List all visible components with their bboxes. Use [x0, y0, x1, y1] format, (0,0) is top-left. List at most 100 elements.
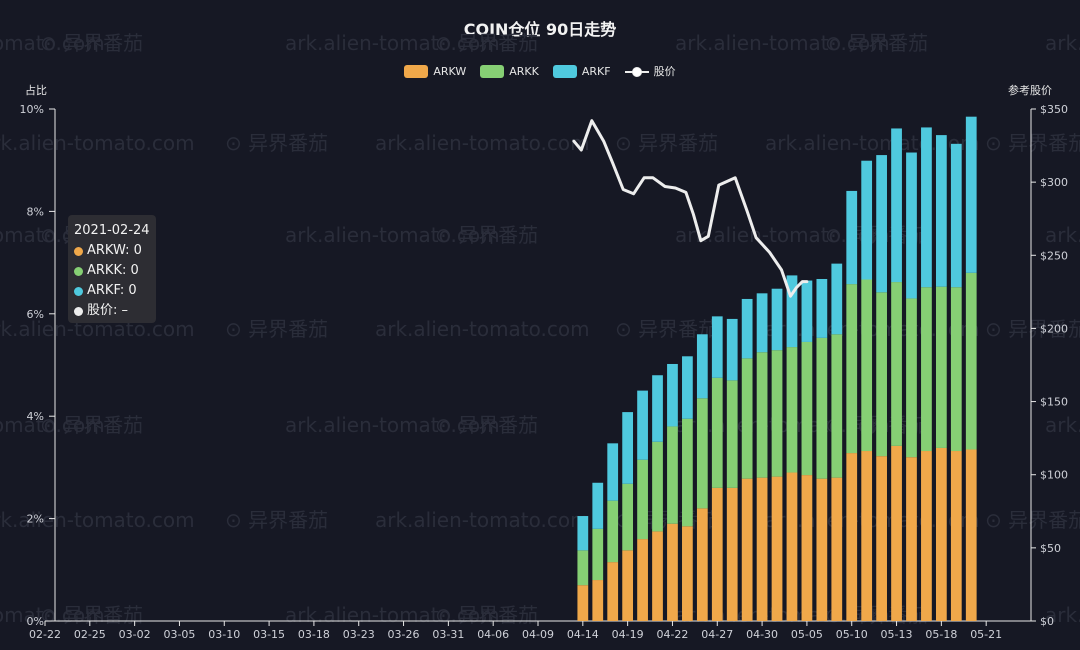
watermark-text: ark.alien-tomato.com — [0, 413, 105, 437]
y-tick-label-left: 4% — [27, 410, 44, 423]
watermark-text: ark.alien-tomato.com — [285, 31, 500, 55]
y-axis-right-title: 参考股价 — [1008, 84, 1052, 97]
legend-swatch-arkk — [480, 64, 505, 78]
bar-arkf — [846, 190, 858, 285]
bar-arkw — [756, 477, 768, 621]
bar-arkk — [935, 286, 947, 448]
watermark-text: ark.alien-tomato.com — [0, 31, 105, 55]
bar-arkk — [577, 550, 589, 586]
watermark-text: ⊙ 异界番茄 — [225, 131, 328, 155]
legend: ARKW ARKK ARKF 股价 — [0, 63, 1080, 79]
legend-label-arkw: ARKW — [433, 64, 467, 78]
bar-arkf — [816, 278, 828, 338]
y-tick-label-right: $200 — [1040, 322, 1068, 335]
bar-arkw — [786, 472, 798, 621]
y-tick-label-right: $300 — [1040, 176, 1068, 189]
x-tick-label: 05-21 — [970, 628, 1002, 641]
y-tick-label-right: $250 — [1040, 249, 1068, 262]
x-tick-label: 02-25 — [74, 628, 106, 641]
legend-item-arkw[interactable]: ARKW — [404, 63, 466, 79]
legend-item-arkk[interactable]: ARKK — [480, 63, 539, 79]
tooltip-dot-arkw — [74, 246, 83, 256]
bar-arkk — [861, 279, 873, 452]
x-tick-label: 03-05 — [163, 628, 195, 641]
y-tick-label-left: 0% — [27, 615, 44, 628]
watermark-text: ⊙ 异界番茄 — [435, 223, 538, 247]
bar-arkw — [891, 445, 902, 621]
watermark-text: ⊙ 异界番茄 — [225, 317, 328, 341]
x-tick-label: 05-05 — [791, 628, 823, 641]
bar-arkf — [876, 155, 887, 293]
tooltip-value-arkk: ARKK: 0 — [87, 263, 139, 278]
bar-arkw — [577, 585, 589, 621]
x-tick-label: 03-23 — [343, 628, 375, 641]
x-tick-label: 03-26 — [388, 628, 420, 641]
x-tick-label: 04-27 — [701, 628, 733, 641]
chart-title: COIN仓位 90日走势 — [463, 20, 617, 39]
tooltip-dot-arkk — [74, 266, 83, 276]
watermark-text: ⊙ 异界番茄 — [825, 31, 928, 55]
bar-arkw — [801, 475, 813, 621]
y-tick-label-left: 2% — [27, 513, 44, 526]
y-tick-label-right: $150 — [1040, 396, 1068, 409]
price-line — [572, 119, 809, 298]
x-tick-label: 03-15 — [253, 628, 285, 641]
bar-arkk — [921, 287, 932, 452]
watermark-text: ⊙ 异界番茄 — [985, 131, 1080, 155]
bar-arkf — [906, 152, 917, 299]
bar-arkf — [711, 316, 723, 378]
bar-arkw — [965, 449, 977, 621]
bar-arkw — [696, 508, 708, 621]
x-tick-label: 04-14 — [567, 628, 599, 641]
tooltip-dot-price — [74, 306, 83, 316]
bar-arkk — [786, 347, 798, 473]
bar-arkk — [592, 528, 604, 581]
bar-arkw — [816, 478, 828, 621]
bar-arkw — [741, 478, 753, 621]
x-tick-label: 04-22 — [656, 628, 688, 641]
bar-arkk — [965, 272, 977, 450]
legend-label-arkf: ARKF — [581, 64, 611, 78]
bar-arkf — [891, 128, 902, 283]
bar-arkf — [950, 143, 962, 288]
bar-arkk — [816, 337, 828, 479]
bar-arkw — [950, 451, 962, 621]
watermark-text: ark.alien-tomato.com — [0, 603, 105, 627]
bar-arkk — [891, 282, 902, 446]
bar-arkf — [667, 363, 678, 427]
y-tick-label-right: $100 — [1040, 469, 1068, 482]
bar-arkk — [846, 284, 858, 454]
x-tick-label: 04-09 — [522, 628, 554, 641]
legend-swatch-arkw — [404, 64, 429, 78]
watermark-text: ⊙ 异界番茄 — [435, 603, 538, 627]
bar-arkw — [831, 477, 843, 621]
watermark-text: ⊙ 异界番茄 — [985, 317, 1080, 341]
bar-arkw — [876, 456, 887, 621]
tooltip-date: 2021-02-24 — [74, 223, 150, 238]
tooltip-row-arkk: ARKK: 0 — [74, 261, 150, 281]
legend-item-price[interactable]: 股价 — [624, 63, 676, 79]
bar-arkk — [726, 380, 738, 488]
legend-label-arkk: ARKK — [509, 64, 539, 78]
bar-arkk — [667, 426, 678, 524]
y-tick-label-right: $0 — [1040, 615, 1054, 628]
y-tick-label-left: 10% — [20, 103, 44, 116]
bar-arkw — [592, 580, 604, 621]
x-tick-label: 04-30 — [746, 628, 778, 641]
x-tick-label: 03-31 — [432, 628, 464, 641]
watermark-text: ⊙ 异界番茄 — [435, 31, 538, 55]
bar-arkw — [935, 447, 947, 621]
bar-arkk — [771, 350, 783, 477]
tooltip-row-price: 股价: – — [74, 301, 150, 321]
watermark-text: ⊙ 异界番茄 — [985, 508, 1080, 532]
bar-arkf — [622, 412, 634, 484]
bar-arkf — [741, 298, 753, 359]
legend-item-arkf[interactable]: ARKF — [552, 63, 611, 79]
bar-arkk — [696, 398, 708, 509]
bar-arkk — [682, 418, 693, 527]
watermark-text: ark.alien-tomato.com — [285, 603, 500, 627]
watermark-text: ark.alien-tomato.com — [375, 131, 590, 155]
watermark-text: ⊙ 异界番茄 — [225, 508, 328, 532]
bar-arkw — [637, 539, 648, 621]
